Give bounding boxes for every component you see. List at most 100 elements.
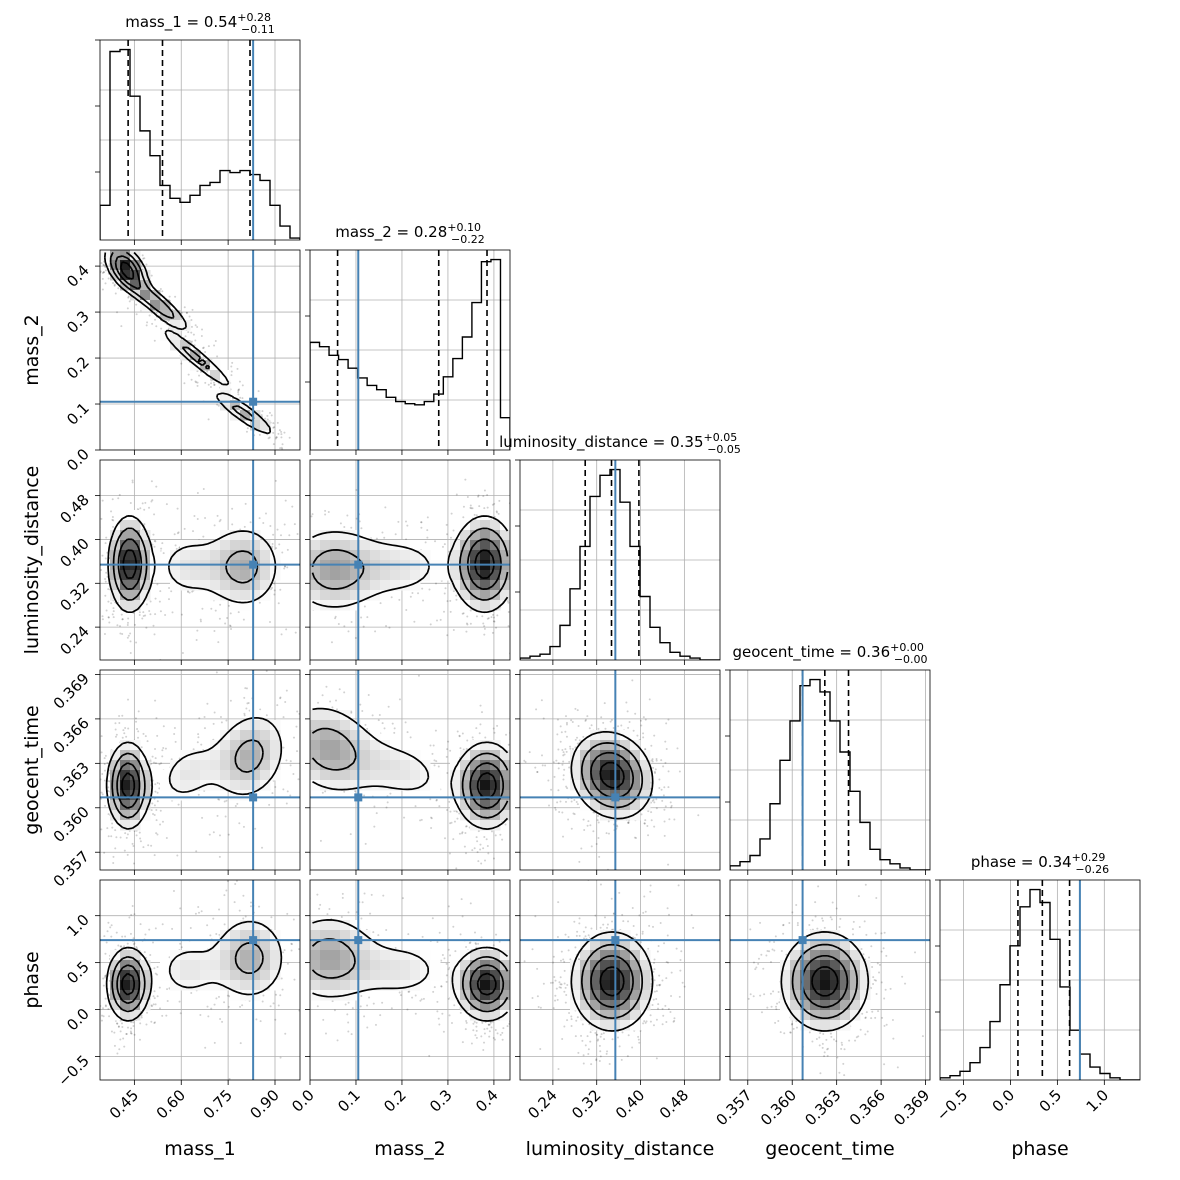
density-cell bbox=[410, 770, 421, 781]
density-cell bbox=[260, 760, 271, 771]
scatter-point bbox=[176, 532, 179, 535]
scatter-point bbox=[273, 589, 276, 592]
scatter-point bbox=[206, 370, 209, 373]
density-cell bbox=[160, 770, 171, 781]
scatter-point bbox=[104, 580, 107, 583]
scatter-point bbox=[321, 644, 323, 646]
density-cell bbox=[470, 810, 481, 821]
density-cell bbox=[220, 750, 231, 761]
scatter-point bbox=[650, 801, 653, 804]
density-cell bbox=[110, 580, 121, 591]
scatter-point bbox=[652, 798, 655, 801]
scatter-point bbox=[218, 855, 221, 858]
scatter-point bbox=[482, 847, 485, 850]
scatter-point bbox=[206, 702, 209, 705]
scatter-point bbox=[525, 755, 527, 757]
scatter-point bbox=[359, 703, 362, 706]
density-cell bbox=[210, 370, 221, 381]
scatter-point bbox=[107, 1007, 110, 1010]
density-cell bbox=[500, 770, 510, 781]
scatter-point bbox=[272, 533, 275, 536]
density-cell bbox=[270, 730, 281, 741]
scatter-point bbox=[126, 833, 129, 836]
scatter-point bbox=[196, 741, 199, 744]
density-cell bbox=[190, 750, 201, 761]
density-cell bbox=[240, 550, 251, 561]
density-cell bbox=[230, 540, 241, 551]
scatter-point bbox=[644, 718, 647, 721]
scatter-point bbox=[194, 339, 197, 342]
scatter-point bbox=[152, 624, 155, 627]
scatter-point bbox=[212, 381, 215, 384]
scatter-point bbox=[541, 565, 543, 567]
scatter-point bbox=[296, 555, 298, 557]
density-cell bbox=[120, 540, 131, 551]
density-cell bbox=[620, 810, 631, 821]
scatter-point bbox=[598, 855, 601, 858]
scatter-point bbox=[441, 545, 444, 548]
scatter-point bbox=[128, 300, 131, 303]
scatter-point bbox=[305, 527, 307, 529]
scatter-point bbox=[103, 632, 106, 635]
scatter-point bbox=[393, 727, 396, 730]
scatter-point bbox=[104, 804, 107, 807]
density-cell bbox=[190, 780, 201, 791]
scatter-point bbox=[639, 719, 642, 722]
scatter-point bbox=[334, 617, 337, 620]
density-cell bbox=[310, 590, 321, 601]
scatter-point bbox=[670, 804, 673, 807]
density-cell bbox=[590, 770, 601, 781]
density-cell bbox=[390, 770, 401, 781]
scatter-point bbox=[565, 556, 567, 558]
scatter-point bbox=[127, 617, 130, 620]
scatter-point bbox=[194, 324, 197, 327]
scatter-point bbox=[479, 848, 482, 851]
scatter-point bbox=[443, 543, 446, 546]
scatter-point bbox=[604, 727, 607, 730]
density-cell bbox=[340, 740, 351, 751]
scatter-point bbox=[297, 524, 299, 526]
density-cell bbox=[260, 750, 271, 761]
scatter-point bbox=[176, 507, 179, 510]
scatter-point bbox=[272, 443, 275, 446]
density-cell bbox=[170, 320, 181, 331]
density-cell bbox=[490, 530, 501, 541]
scatter-point bbox=[142, 611, 145, 614]
density-cell bbox=[490, 600, 501, 611]
density-cell bbox=[480, 550, 491, 561]
density-cell bbox=[110, 790, 121, 801]
scatter-point bbox=[156, 800, 159, 803]
scatter-point bbox=[129, 652, 132, 655]
scatter-point bbox=[664, 740, 667, 743]
scatter-point bbox=[242, 825, 245, 828]
scatter-point bbox=[161, 820, 164, 823]
scatter-point bbox=[286, 566, 289, 569]
scatter-point bbox=[517, 556, 519, 558]
scatter-point bbox=[303, 725, 305, 727]
density-cell bbox=[270, 550, 281, 561]
density-cell bbox=[140, 590, 151, 601]
scatter-point bbox=[512, 818, 514, 820]
density-cell bbox=[480, 770, 491, 781]
density-cell bbox=[220, 760, 231, 771]
scatter-point bbox=[668, 818, 671, 821]
scatter-point bbox=[179, 1012, 182, 1015]
scatter-point bbox=[116, 1052, 119, 1055]
scatter-point bbox=[197, 793, 200, 796]
scatter-point bbox=[636, 734, 639, 737]
scatter-point bbox=[514, 739, 516, 741]
scatter-point bbox=[242, 917, 245, 920]
scatter-point bbox=[191, 590, 194, 593]
title-main: geocent_time = 0.36 bbox=[732, 643, 890, 662]
density-cell bbox=[230, 570, 241, 581]
scatter-point bbox=[129, 632, 132, 635]
scatter-point bbox=[292, 918, 295, 921]
scatter-point bbox=[324, 513, 327, 516]
density-cell bbox=[180, 750, 191, 761]
scatter-point bbox=[95, 277, 97, 279]
scatter-point bbox=[479, 704, 482, 707]
density-cell bbox=[270, 720, 281, 731]
density-cell bbox=[450, 550, 461, 561]
scatter-point bbox=[284, 701, 287, 704]
